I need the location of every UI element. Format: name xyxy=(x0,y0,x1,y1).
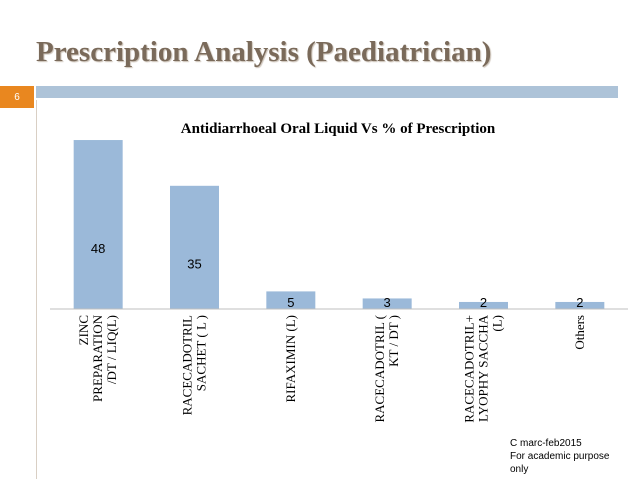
category-label-line: KT / DT ) xyxy=(386,315,401,367)
category-label-line: RACECADOTRIL ( xyxy=(372,315,387,423)
category-label-3: RIFAXIMIN (L) xyxy=(283,315,298,403)
note-line-2: For academic purpose xyxy=(510,451,610,462)
chart-title: Antidiarrhoeal Oral Liquid Vs % of Presc… xyxy=(181,121,496,137)
bar-1 xyxy=(73,140,123,309)
svg-text:RACECADOTRIL (KT / DT ): RACECADOTRIL (KT / DT ) xyxy=(372,315,401,423)
category-label-6: Others xyxy=(572,315,587,350)
category-label-line: SACHET ( L ) xyxy=(194,315,209,391)
category-label-line: (L) xyxy=(490,315,505,332)
category-label-1: ZINCPREPARATION/DT / LIQ(L) xyxy=(76,314,119,402)
bar-2 xyxy=(170,185,219,309)
category-label-line: LYOPHY SACCHA xyxy=(476,314,491,422)
title-rule xyxy=(36,86,618,98)
svg-text:ZINCPREPARATION/DT / LIQ(L): ZINCPREPARATION/DT / LIQ(L) xyxy=(76,314,119,402)
note-line-3: only xyxy=(510,464,529,475)
bar-6 xyxy=(555,301,605,309)
category-label-4: RACECADOTRIL (KT / DT ) xyxy=(372,315,401,423)
slide-title: Prescription Analysis (Paediatrician) xyxy=(36,36,492,68)
data-label-2: 35 xyxy=(187,256,201,271)
svg-text:RACECADOTRIL+LYOPHY SACCHA(L): RACECADOTRIL+LYOPHY SACCHA(L) xyxy=(462,314,505,422)
svg-text:RIFAXIMIN (L): RIFAXIMIN (L) xyxy=(283,315,298,403)
bar-4 xyxy=(362,298,412,309)
bar-3 xyxy=(266,291,316,309)
data-label-3: 5 xyxy=(287,295,294,310)
data-label-1: 48 xyxy=(91,241,105,256)
category-label-line: RACECADOTRIL+ xyxy=(462,315,477,423)
category-label-5: RACECADOTRIL+LYOPHY SACCHA(L) xyxy=(462,314,505,422)
svg-text:RACECADOTRILSACHET ( L ): RACECADOTRILSACHET ( L ) xyxy=(180,315,209,415)
category-label-line: Others xyxy=(572,315,587,350)
data-label-5: 2 xyxy=(480,295,487,310)
svg-text:Others: Others xyxy=(572,315,587,350)
category-label-line: RACECADOTRIL xyxy=(180,315,195,415)
category-label-line: ZINC xyxy=(76,315,91,345)
data-label-4: 3 xyxy=(384,295,391,310)
page-number-badge: 6 xyxy=(0,86,34,108)
bar-5 xyxy=(459,301,508,309)
copyright-note: C marc-feb2015 For academic purpose only xyxy=(510,437,610,476)
data-label-6: 2 xyxy=(576,295,583,310)
note-line-1: C marc-feb2015 xyxy=(510,438,582,449)
category-label-line: RIFAXIMIN (L) xyxy=(283,315,298,403)
left-divider-line xyxy=(36,100,37,479)
category-label-line: PREPARATION xyxy=(90,314,105,402)
category-label-2: RACECADOTRILSACHET ( L ) xyxy=(180,315,209,415)
category-label-line: /DT / LIQ(L) xyxy=(104,315,119,384)
